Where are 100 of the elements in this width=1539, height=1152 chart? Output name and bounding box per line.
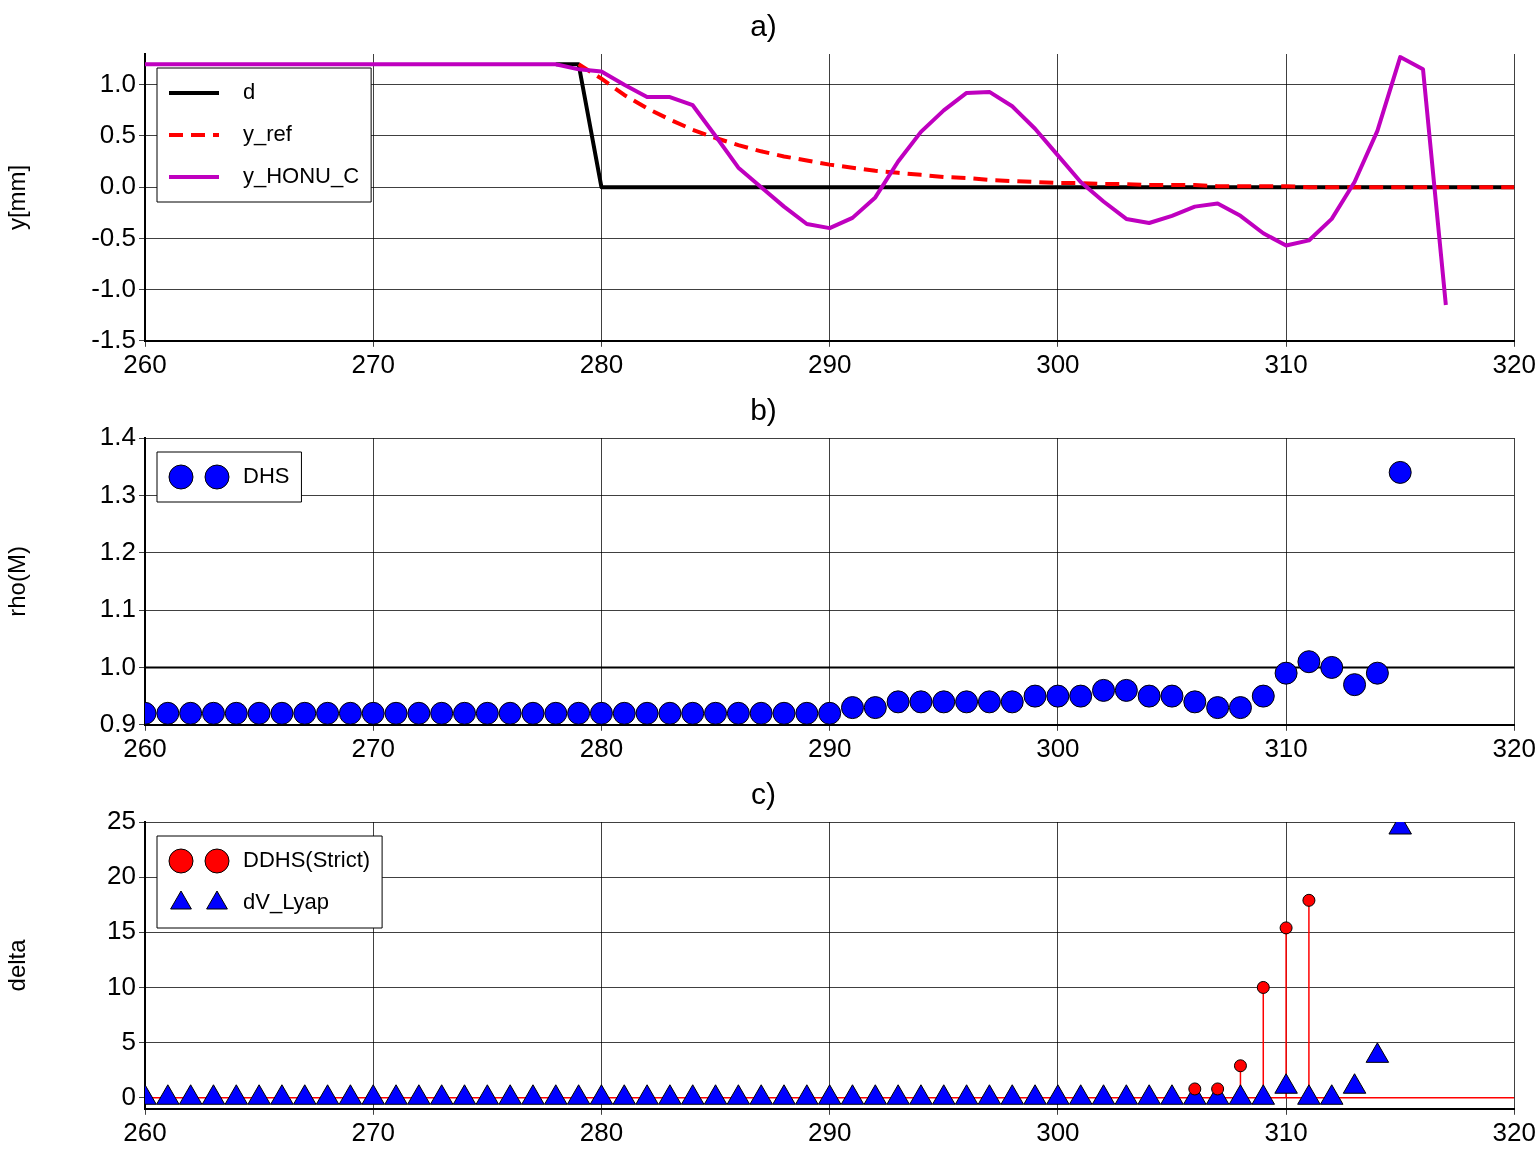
x-tick-label: 320 xyxy=(1492,732,1537,763)
y-tick-label: -0.5 xyxy=(91,221,136,252)
point xyxy=(817,1084,842,1105)
legend-label: d xyxy=(243,79,256,105)
legend-label: y_ref xyxy=(243,121,293,147)
point xyxy=(772,701,796,725)
point xyxy=(1091,1084,1116,1105)
point xyxy=(840,1084,865,1105)
point xyxy=(681,701,705,725)
point xyxy=(977,690,1001,714)
x-tick-label: 280 xyxy=(579,348,624,379)
x-tick-label: 260 xyxy=(123,1116,167,1147)
point xyxy=(1279,921,1293,935)
point xyxy=(179,701,203,725)
y-tick-label: 1.1 xyxy=(99,593,136,624)
point xyxy=(407,1084,431,1105)
point xyxy=(1183,690,1207,714)
legend-label: DDHS(Strict) xyxy=(243,847,371,873)
point xyxy=(338,1084,363,1105)
point xyxy=(1069,684,1093,708)
point xyxy=(1023,1084,1047,1105)
point xyxy=(886,690,910,714)
point xyxy=(1114,678,1138,702)
y-axis-title: y[mm] xyxy=(3,164,31,231)
point xyxy=(704,701,728,725)
x-tick-label: 320 xyxy=(1492,1116,1537,1147)
point xyxy=(1000,1084,1024,1105)
point xyxy=(658,701,682,725)
point xyxy=(932,690,956,714)
point xyxy=(475,1084,500,1105)
y-tick-label: 0.0 xyxy=(99,170,136,201)
point xyxy=(1000,690,1024,714)
point xyxy=(1023,684,1047,708)
point xyxy=(156,1084,180,1105)
point xyxy=(612,1084,637,1105)
point xyxy=(977,1084,1002,1105)
point xyxy=(909,690,933,714)
point xyxy=(361,1084,385,1105)
point xyxy=(1068,1084,1093,1105)
x-tick-label: 270 xyxy=(351,348,395,379)
legend-label: dV_Lyap xyxy=(243,889,330,915)
x-tick-label: 270 xyxy=(351,732,395,763)
point xyxy=(1160,684,1184,708)
y-tick-label: 1.0 xyxy=(99,67,136,98)
x-tick-label: 280 xyxy=(579,1116,624,1147)
x-tick-label: 310 xyxy=(1264,348,1308,379)
point xyxy=(635,701,659,725)
y-tick-label: 1.2 xyxy=(99,535,136,566)
legend-label: y_HONU_C xyxy=(243,163,360,189)
point xyxy=(658,1084,682,1105)
point xyxy=(749,701,773,725)
point xyxy=(361,701,385,725)
point xyxy=(863,696,887,720)
x-tick-label: 300 xyxy=(1036,1116,1080,1147)
point xyxy=(1297,650,1321,674)
point xyxy=(566,1084,591,1105)
point xyxy=(1297,1084,1321,1105)
point xyxy=(156,701,180,725)
point xyxy=(589,701,613,725)
x-tick-label: 290 xyxy=(807,732,852,763)
point xyxy=(818,701,842,725)
y-tick-label: 5 xyxy=(121,1025,136,1056)
point xyxy=(1256,980,1270,994)
point xyxy=(1046,1084,1070,1105)
point xyxy=(1046,684,1070,708)
point xyxy=(544,1084,568,1105)
y-tick-label: 1.0 xyxy=(99,650,136,681)
point xyxy=(955,690,979,714)
chart-title: a) xyxy=(750,9,777,43)
point xyxy=(453,701,477,725)
x-tick-label: 310 xyxy=(1264,732,1308,763)
point xyxy=(316,701,340,725)
point xyxy=(635,1084,659,1105)
x-tick-label: 280 xyxy=(579,732,624,763)
y-tick-label: 20 xyxy=(107,860,136,891)
chart-title: c) xyxy=(751,777,776,811)
point xyxy=(270,701,294,725)
point xyxy=(703,1084,728,1105)
point xyxy=(909,1084,933,1105)
point xyxy=(795,1084,819,1105)
point xyxy=(201,701,225,725)
chart-title: b) xyxy=(750,393,777,427)
point xyxy=(795,701,819,725)
point xyxy=(498,1084,522,1105)
x-tick-label: 290 xyxy=(807,1116,852,1147)
point xyxy=(567,701,591,725)
point xyxy=(1137,684,1161,708)
point xyxy=(1251,684,1275,708)
point xyxy=(1319,1084,1344,1105)
point xyxy=(338,701,362,725)
point xyxy=(544,701,568,725)
point xyxy=(1160,1084,1184,1105)
point xyxy=(1274,661,1298,685)
point xyxy=(293,1084,317,1105)
y-axis-title: rho(M) xyxy=(3,546,31,617)
x-tick-label: 300 xyxy=(1036,732,1080,763)
point xyxy=(1251,1084,1276,1105)
point xyxy=(178,1084,203,1105)
point xyxy=(1092,678,1116,702)
point xyxy=(384,1084,408,1105)
